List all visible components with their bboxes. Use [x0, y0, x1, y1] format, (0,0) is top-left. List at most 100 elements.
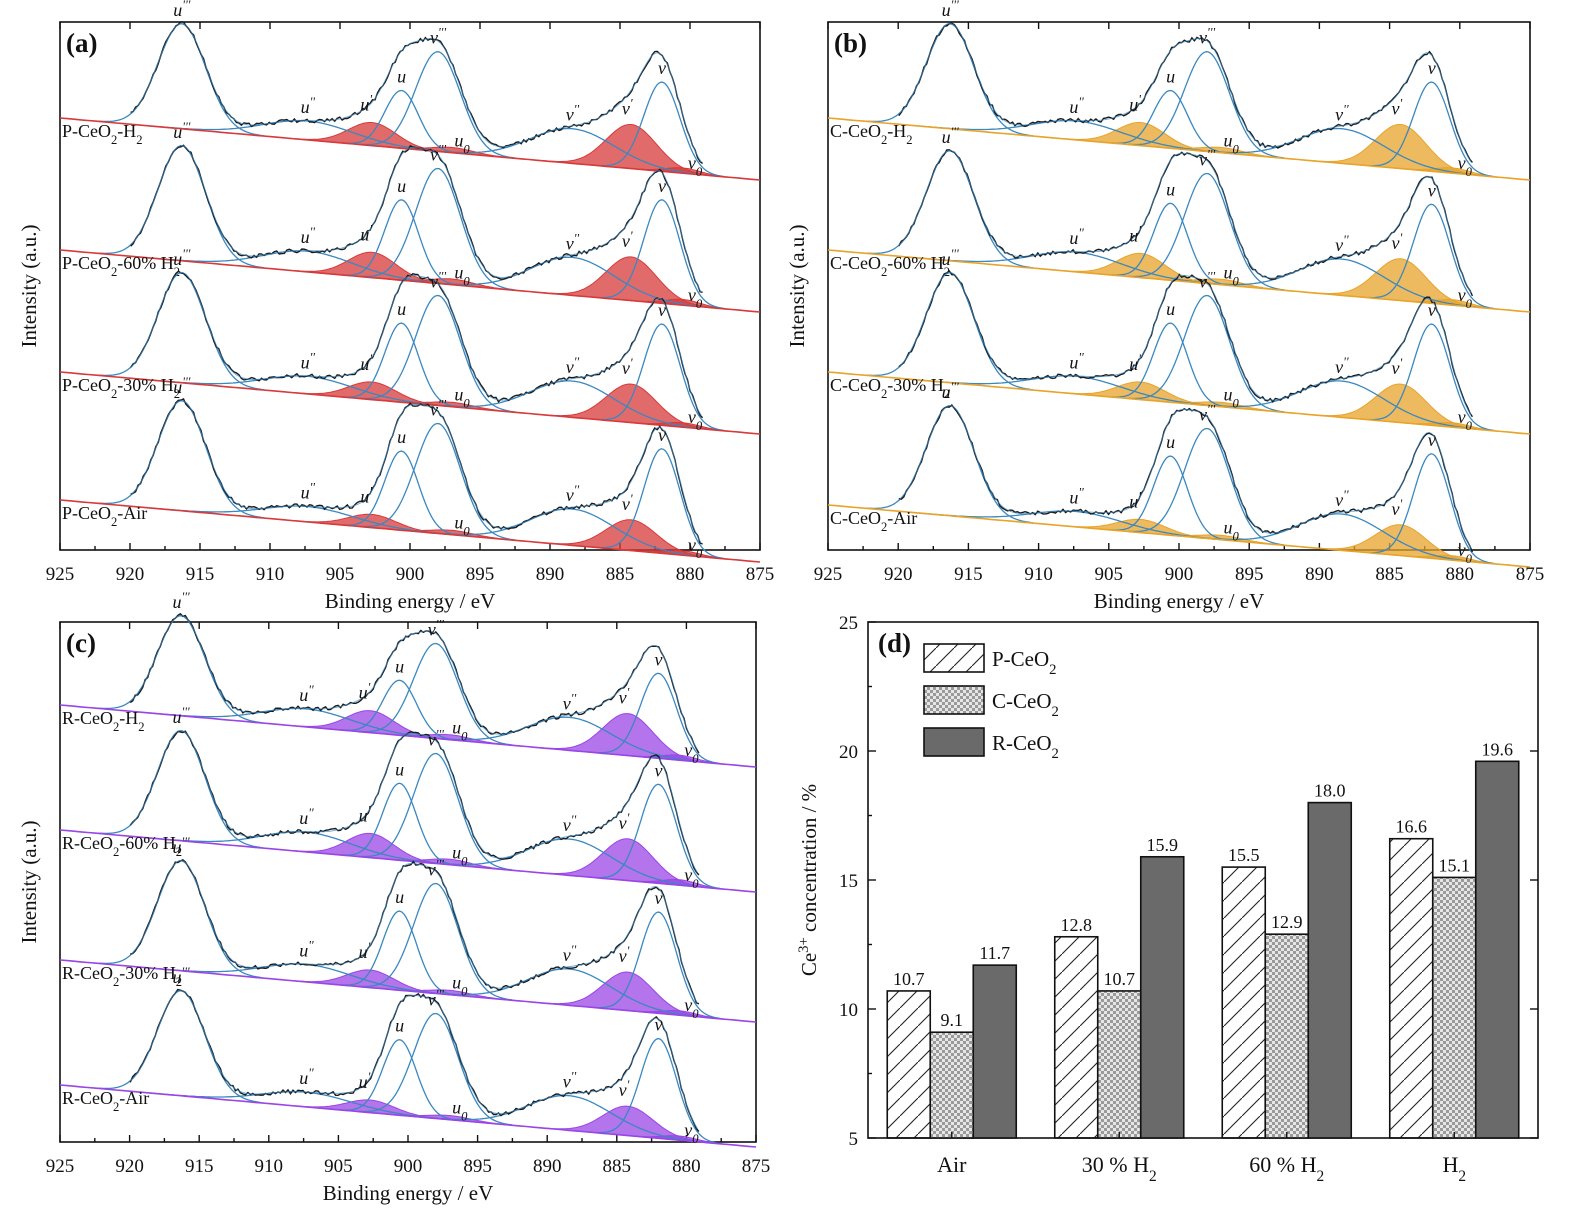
category-label: H2: [1442, 1152, 1466, 1185]
peak-label: v'': [563, 943, 577, 965]
peak-label: u: [397, 67, 406, 87]
peak-label: v0: [684, 865, 699, 891]
peak-label: v''': [430, 26, 446, 48]
peak-label: u''': [173, 835, 190, 857]
peak-label: u''': [173, 375, 190, 397]
peak-label: v0: [684, 1120, 699, 1146]
peak-label: v'': [566, 355, 580, 377]
xps-panel-b: 925 920 915 910 905 900 895 890 885 880 875 Binding…: [785, 0, 1544, 613]
background-line: [827, 504, 1531, 568]
fit-component: [425, 127, 720, 177]
series-label: R-CeO2-Air: [62, 1088, 149, 1114]
peak-label: u': [359, 803, 371, 825]
peak-label: v0: [688, 535, 703, 561]
fit-component: [866, 23, 1034, 137]
peak-label: u': [1129, 352, 1141, 374]
peak-label: v0: [1458, 285, 1473, 311]
x-tick-label: 920: [115, 1156, 144, 1177]
peak-label: u0: [1223, 385, 1239, 411]
peak-label: v''': [428, 857, 444, 879]
peak-label: u'': [299, 683, 314, 705]
background-line: [59, 959, 757, 1023]
fit-component: [342, 89, 461, 154]
y-tick-label: 15: [839, 871, 858, 892]
peak-label: u0: [452, 843, 468, 869]
fit-envelope: [129, 271, 702, 416]
peak-label: v'': [563, 1070, 577, 1092]
peak-label: u'': [299, 806, 314, 828]
background-line: [827, 117, 1531, 181]
x-tick-label: 915: [186, 564, 215, 585]
fit-component: [341, 910, 459, 996]
xps-series: R-CeO2-Air u''' u'' u' u v''' u0 v'' v' v v0: [59, 965, 757, 1148]
peak-label: u''': [942, 125, 959, 147]
x-tick-label: 910: [255, 1156, 284, 1177]
fit-component: [98, 272, 265, 391]
raw-spectrum: [130, 397, 703, 545]
peak-label: u'': [1069, 95, 1084, 117]
peak-label: v0: [688, 285, 703, 311]
x-tick-label: 905: [326, 564, 355, 585]
xps-series: C-CeO2-H2 u''' u'' u' u v''' u0 v'' v' v v0: [827, 0, 1531, 181]
fit-component: [342, 322, 461, 408]
fit-component: [1111, 89, 1230, 154]
peak-label: u': [360, 484, 372, 506]
legend-label: R-CeO2: [992, 731, 1059, 762]
fit-component: [919, 119, 1234, 155]
peak-label: u''': [173, 705, 190, 727]
peak-label: v''': [430, 397, 446, 419]
fit-component: [1367, 203, 1495, 310]
peak-label: u': [359, 1070, 371, 1092]
peak-label: u: [395, 1016, 404, 1036]
peak-label: u'': [301, 350, 316, 372]
xps-panel-a: 925 920 915 910 905 900 895 890 885 880 875 Binding…: [17, 0, 774, 613]
peak-label: u': [359, 681, 371, 703]
x-tick-label: 900: [394, 1156, 423, 1177]
peak-label: u: [395, 759, 404, 779]
peak-label: u: [1166, 67, 1175, 87]
peak-label: v''': [1199, 269, 1215, 291]
peak-label: u''': [942, 0, 959, 20]
fit-component: [425, 380, 720, 431]
fit-component: [1111, 322, 1230, 408]
category-label: 60 % H2: [1249, 1152, 1324, 1185]
peak-label: v'': [1335, 233, 1349, 255]
fit-component: [423, 968, 716, 1019]
peak-label: u0: [452, 1098, 468, 1124]
peak-label: v': [619, 1078, 630, 1100]
legend-label: C-CeO2: [992, 689, 1059, 720]
series-label: R-CeO2-30% H2: [62, 963, 182, 989]
peak-label: u': [359, 940, 371, 962]
peak-label: u0: [1223, 518, 1239, 544]
y-axis-title: Intensity (a.u.): [17, 820, 41, 943]
peak-label: u': [1129, 223, 1141, 245]
bar-C-CeO2-Air: [929, 1031, 975, 1139]
x-tick-label: 920: [116, 564, 145, 585]
peak-label: v: [655, 888, 663, 908]
x-tick-label: 890: [536, 564, 565, 585]
fit-component: [866, 272, 1034, 391]
y-axis-title: Intensity (a.u.): [785, 224, 809, 347]
x-tick-label: 920: [884, 564, 913, 585]
fit-component: [1367, 81, 1495, 178]
fit-component: [342, 199, 461, 286]
peak-label: u0: [452, 718, 468, 744]
fit-component: [425, 256, 720, 309]
peak-label: v'': [1335, 103, 1349, 125]
peak-label: u'': [301, 225, 316, 247]
peak-label: u: [395, 656, 404, 676]
peak-label: v'': [566, 231, 580, 253]
bar-P-CeO2-30 % H2: [1053, 935, 1099, 1139]
peak-label: v0: [688, 407, 703, 433]
peak-label: v''': [430, 142, 446, 164]
peak-label: u'': [1069, 350, 1084, 372]
bar-value-label: 15.5: [1228, 845, 1260, 865]
fit-component: [357, 882, 513, 1001]
x-tick-label: 875: [746, 564, 775, 585]
peak-label: u'': [301, 481, 316, 503]
bar-P-CeO2-Air: [886, 990, 932, 1139]
background-line: [59, 704, 757, 768]
peak-label: v'': [563, 691, 577, 713]
fit-component: [425, 508, 720, 559]
